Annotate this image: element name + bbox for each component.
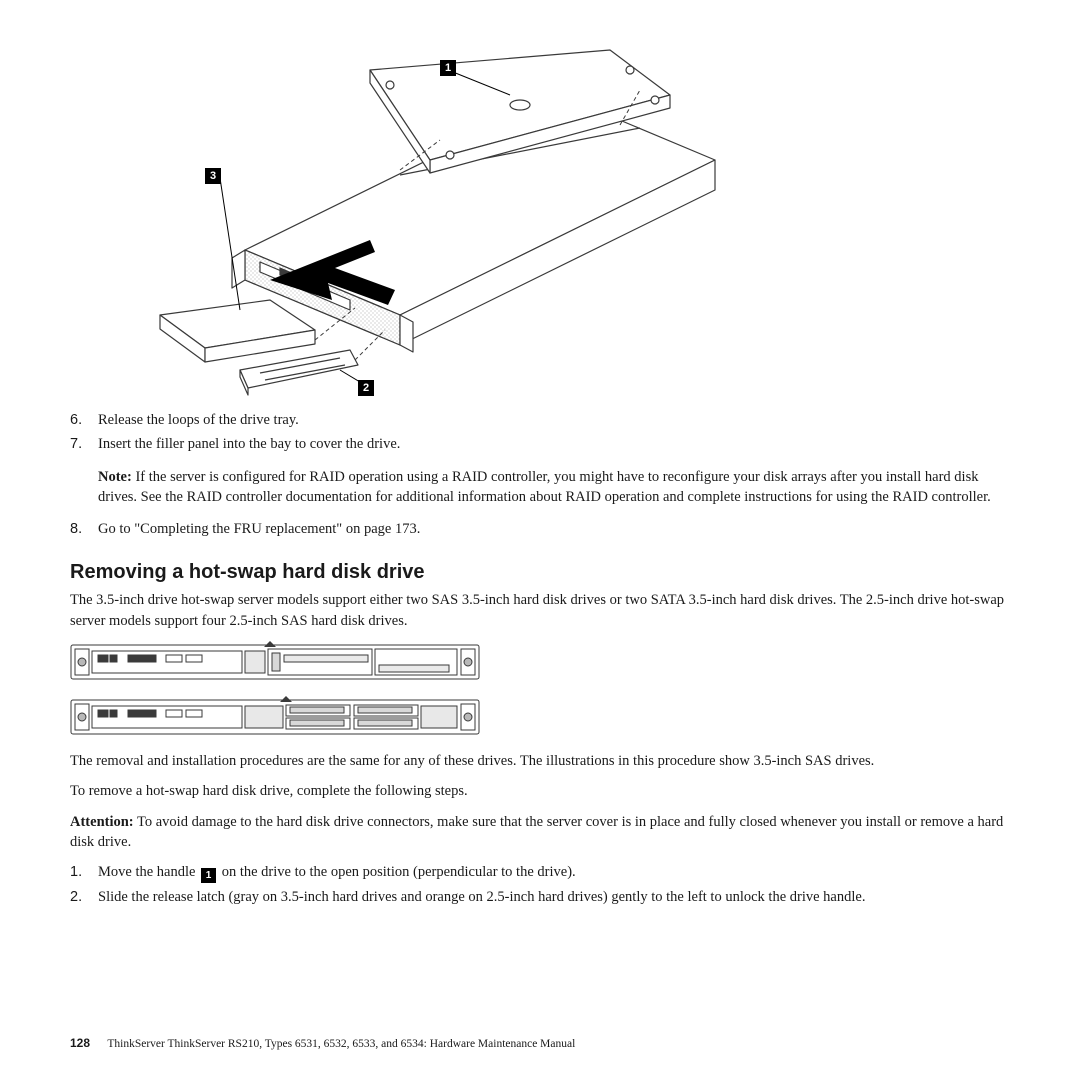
note-text: If the server is configured for RAID ope…: [98, 469, 991, 505]
step-text: Go to "Completing the FRU replacement" o…: [98, 519, 1010, 539]
callout-1: 1: [440, 60, 456, 76]
page-content: 1 3 2 6. Release the loops of the drive …: [70, 40, 1010, 912]
attention-text: To avoid damage to the hard disk drive c…: [70, 814, 1003, 850]
note-block: Note: If the server is configured for RA…: [98, 467, 1010, 508]
step-7-text: Insert the filler panel into the bay to …: [98, 436, 400, 452]
callout-3: 3: [205, 168, 221, 184]
step2-1-post: on the drive to the open position (perpe…: [218, 864, 576, 880]
callout-2: 2: [358, 380, 374, 396]
step-number: 2.: [70, 887, 98, 907]
step-6: 6. Release the loops of the drive tray.: [70, 410, 1010, 430]
step-text: Move the handle 1 on the drive to the op…: [98, 862, 1010, 883]
attention-label: Attention:: [70, 814, 134, 830]
step-text: Release the loops of the drive tray.: [98, 410, 1010, 430]
step-8: 8. Go to "Completing the FRU replacement…: [70, 519, 1010, 539]
page-footer: 128 ThinkServer ThinkServer RS210, Types…: [70, 1036, 575, 1050]
step2-1: 1. Move the handle 1 on the drive to the…: [70, 862, 1010, 883]
attention-block: Attention: To avoid damage to the hard d…: [70, 812, 1010, 853]
server-isometric-svg: [140, 40, 740, 400]
section-heading: Removing a hot-swap hard disk drive: [70, 561, 1010, 584]
drive-tray-diagram: 1 3 2: [140, 40, 740, 400]
inline-callout-1: 1: [201, 868, 216, 883]
intro-paragraph-2: The removal and installation procedures …: [70, 751, 1010, 771]
intro-paragraph-3: To remove a hot-swap hard disk drive, co…: [70, 781, 1010, 801]
intro-paragraph-1: The 3.5-inch drive hot-swap server model…: [70, 590, 1010, 631]
note-label: Note:: [98, 469, 132, 485]
step-text: Insert the filler panel into the bay to …: [98, 434, 1010, 515]
step2-2: 2. Slide the release latch (gray on 3.5-…: [70, 887, 1010, 907]
page-number: 128: [70, 1036, 90, 1050]
footer-text: ThinkServer ThinkServer RS210, Types 653…: [107, 1038, 575, 1050]
step-number: 7.: [70, 434, 98, 515]
step-number: 1.: [70, 862, 98, 883]
server-front-2_5: [70, 696, 1010, 743]
server-front-3_5: [70, 641, 1010, 688]
step-number: 8.: [70, 519, 98, 539]
step-number: 6.: [70, 410, 98, 430]
step2-1-pre: Move the handle: [98, 864, 199, 880]
step-7: 7. Insert the filler panel into the bay …: [70, 434, 1010, 515]
step-text: Slide the release latch (gray on 3.5-inc…: [98, 887, 1010, 907]
